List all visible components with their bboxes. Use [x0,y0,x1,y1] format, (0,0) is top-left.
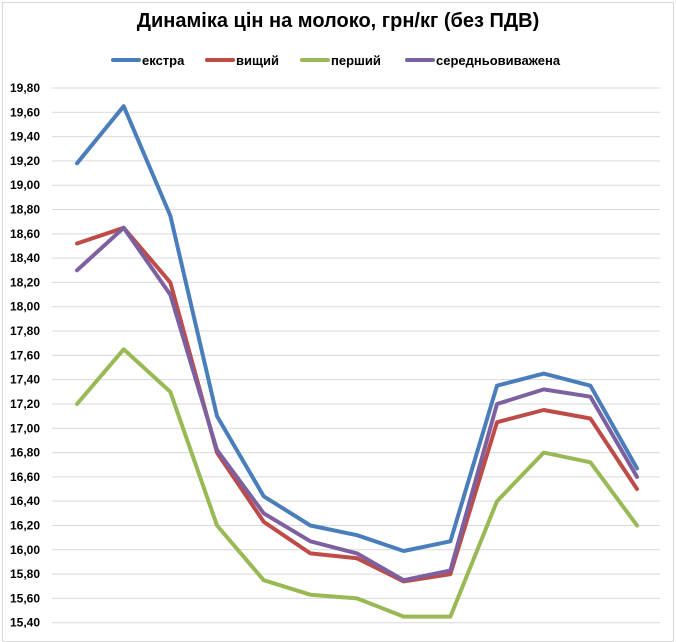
gridlines [52,87,660,624]
y-tick-label: 18,00 [10,300,40,314]
y-tick-label: 16,20 [10,518,40,532]
y-tick-label: 19,00 [10,178,40,192]
y-tick-label: 16,40 [10,494,40,508]
y-tick-label: 16,00 [10,543,40,557]
y-tick-label: 17,60 [10,348,40,362]
legend-label: перший [331,52,381,68]
y-tick-label: 18,40 [10,251,40,265]
series-line-екстра [75,104,639,553]
chart-legend: екстра вищий перший середньовиважена [0,50,676,70]
legend-swatch-icon [205,58,235,62]
legend-item-pershyi: перший [300,50,381,70]
y-tick-label: 15,40 [10,616,40,628]
series-line-вищий [75,225,639,584]
y-tick-label: 18,80 [10,203,40,217]
y-tick-label: 19,20 [10,154,40,168]
series-line-перший [75,347,639,619]
y-tick-label: 15,80 [10,567,40,581]
y-tick-label: 16,60 [10,470,40,484]
legend-label: середньовиважена [436,52,561,68]
y-tick-label: 17,40 [10,373,40,387]
y-tick-label: 18,20 [10,275,40,289]
legend-label: екстра [142,52,185,68]
series-lines [75,104,639,619]
legend-item-serednovyvazhena: середньовиважена [405,50,560,70]
plot-area: 19,80 19,60 19,40 19,20 19,00 18,80 18,60 18,40… [10,81,660,628]
y-tick-label: 15,60 [10,591,40,605]
series-line-середньовиважена [75,225,639,583]
y-tick-label: 17,20 [10,397,40,411]
y-tick-label: 19,40 [10,130,40,144]
legend-swatch-icon [111,58,141,62]
legend-item-vyshchyi: вищий [205,50,279,70]
y-tick-label: 19,60 [10,105,40,119]
y-tick-label: 17,00 [10,421,40,435]
legend-label: вищий [236,52,279,68]
legend-swatch-icon [300,58,330,62]
y-axis-labels: 19,80 19,60 19,40 19,20 19,00 18,80 18,60 18,40… [10,81,40,628]
y-tick-label: 17,80 [10,324,40,338]
y-tick-label: 16,80 [10,446,40,460]
y-tick-label: 19,80 [10,81,40,95]
y-tick-label: 18,60 [10,227,40,241]
legend-item-ekstra: екстра [111,50,184,70]
legend-swatch-icon [405,58,435,62]
chart-title: Динаміка цін на молоко, грн/кг (без ПДВ) [136,10,540,32]
